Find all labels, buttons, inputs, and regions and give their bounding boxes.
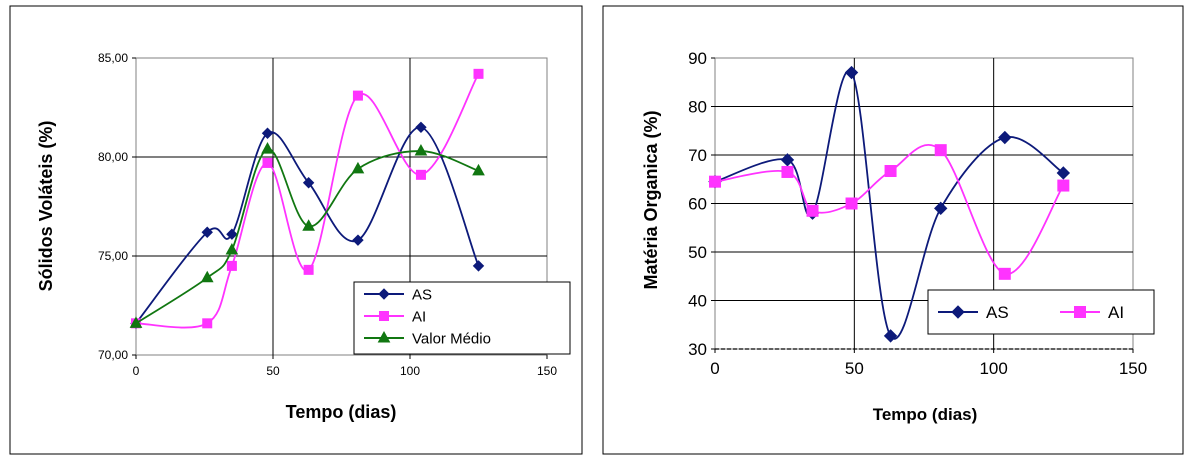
y-tick-label: 80,00	[98, 150, 128, 164]
series-ai	[709, 143, 1070, 280]
y-tick-label: 70	[688, 146, 707, 165]
x-tick-label: 100	[979, 359, 1007, 378]
data-point	[352, 234, 364, 246]
data-point	[414, 144, 428, 156]
data-point	[129, 316, 143, 328]
series-ai	[131, 68, 484, 329]
data-point	[262, 157, 273, 168]
data-point	[709, 175, 721, 188]
x-tick-label: 100	[400, 364, 420, 378]
y-tick-label: 60	[688, 194, 707, 213]
data-point	[883, 329, 898, 343]
data-point	[806, 204, 819, 217]
legend-item: AI	[1060, 303, 1124, 322]
data-point	[1057, 179, 1070, 192]
y-tick-label: 50	[688, 243, 707, 262]
x-tick-label: 0	[710, 359, 719, 378]
data-point	[202, 318, 213, 329]
data-point	[934, 201, 948, 216]
data-point	[226, 260, 237, 271]
data-point	[302, 177, 315, 189]
data-point	[998, 130, 1012, 145]
data-point	[261, 127, 274, 139]
legend-label: AS	[412, 286, 432, 303]
data-point	[302, 219, 315, 231]
y-tick-label: 75,00	[98, 249, 128, 263]
legend-item: Valor Médio	[364, 330, 491, 347]
data-point	[998, 267, 1011, 280]
legend-item: AI	[364, 308, 426, 325]
legend-label: AI	[1108, 303, 1124, 322]
x-axis-title: Tempo (dias)	[873, 405, 978, 424]
data-point	[884, 165, 897, 178]
y-tick-label: 40	[688, 291, 707, 310]
legend-marker	[378, 288, 390, 300]
x-tick-label: 150	[1119, 359, 1147, 378]
data-point	[226, 228, 238, 240]
data-point	[845, 197, 858, 210]
series-valor-medio	[129, 142, 485, 328]
y-tick-label: 90	[688, 49, 707, 68]
legend-label: AI	[412, 308, 426, 325]
y-tick-label: 85,00	[98, 51, 128, 65]
legend-marker	[379, 311, 389, 321]
data-point	[780, 153, 795, 167]
legend: AS AI	[927, 289, 1155, 335]
x-tick-label: 150	[537, 364, 557, 378]
legend-item: AS	[938, 303, 1009, 322]
data-point	[201, 226, 213, 238]
data-point	[415, 169, 426, 180]
data-point	[934, 144, 947, 157]
data-point	[200, 270, 214, 283]
legend-marker	[1074, 306, 1086, 318]
legend-item: AS	[364, 286, 432, 303]
data-point	[844, 65, 859, 80]
legend-marker	[377, 330, 391, 343]
legend-marker	[951, 305, 965, 319]
y-axis-title: Matéria Organica (%)	[641, 110, 661, 289]
y-tick-label: 80	[688, 97, 707, 116]
x-tick-label: 50	[266, 364, 280, 378]
data-point	[472, 163, 485, 176]
data-point	[781, 165, 794, 178]
data-point	[351, 161, 365, 174]
chart-panel-1: 0 50 100 150 70,00 75,00 80,00 85,00 Tempo (dias…	[9, 5, 583, 455]
data-point	[225, 243, 239, 255]
chart-panel-2: 0 50 100 150 30 40 50 60 70 80 90 Tempo (dias) Matér…	[602, 5, 1184, 455]
data-point	[415, 121, 427, 134]
legend-label: Valor Médio	[412, 330, 491, 347]
data-point	[352, 90, 363, 101]
y-axis-title: Sólidos Voláteis (%)	[36, 121, 56, 292]
data-point	[472, 260, 485, 272]
data-point	[1056, 166, 1071, 180]
legend: AS AI Valor Médio	[353, 281, 571, 355]
x-tick-label: 0	[133, 364, 140, 378]
y-tick-label: 30	[688, 340, 707, 359]
data-point	[303, 264, 314, 275]
y-tick-label: 70,00	[98, 348, 128, 362]
x-axis-title: Tempo (dias)	[286, 402, 397, 422]
data-point	[473, 68, 484, 79]
data-point	[261, 142, 274, 154]
x-tick-label: 50	[845, 359, 864, 378]
legend-label: AS	[986, 303, 1009, 322]
